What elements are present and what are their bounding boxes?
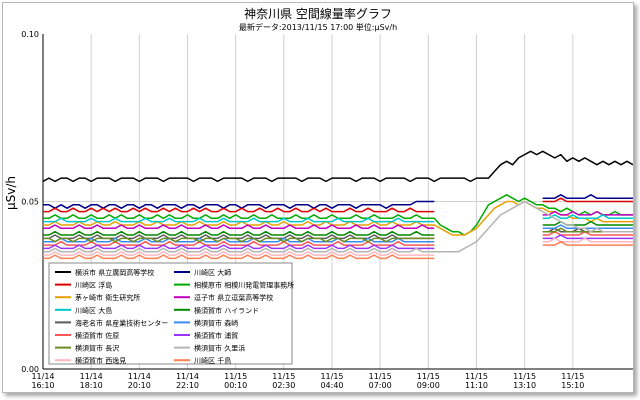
- series-line-7: [43, 220, 633, 236]
- legend-label: 横須賀市 西逸見: [75, 356, 126, 365]
- y-tick-label: 0.05: [21, 198, 39, 207]
- y-tick-label: 0.00: [21, 365, 39, 374]
- legend-label: 横須賀市 佐原: [75, 331, 119, 340]
- x-tick-label: 22:10: [176, 381, 199, 390]
- legend-label: 横須賀市 ハイランド: [194, 306, 259, 315]
- x-tick-label: 00:10: [224, 381, 247, 390]
- legend-label: 横須賀市 久里浜: [194, 344, 245, 353]
- legend-label: 横須賀市 浦賀: [194, 331, 238, 340]
- legend-label: 横浜市 県立廣岡高等学校: [75, 268, 154, 277]
- x-tick-label: 15:10: [561, 381, 584, 390]
- x-tick-label: 11/14: [80, 372, 103, 381]
- x-tick-label: 11/15: [417, 372, 440, 381]
- legend-label: 川崎区 大師: [194, 268, 231, 277]
- x-tick-label: 11/15: [320, 372, 343, 381]
- x-tick-label: 07:00: [369, 381, 392, 390]
- legend-label: 横須賀市 森崎: [194, 318, 238, 327]
- series-line-15: [43, 240, 633, 260]
- legend-box: [48, 262, 293, 365]
- x-tick-label: 13:10: [513, 381, 536, 390]
- legend-label: 川崎区 千鳥: [194, 356, 231, 365]
- x-tick-label: 11/15: [272, 372, 295, 381]
- line-chart: 神奈川県 空間線量率グラフ 最新データ:2013/11/15 17:00 単位:…: [4, 6, 633, 390]
- x-tick-label: 11/14: [31, 372, 54, 381]
- legend-label: 川崎区 大島: [75, 306, 112, 315]
- x-tick-label: 02:30: [272, 381, 295, 390]
- series-line-2: [43, 197, 633, 213]
- x-tick-label: 16:10: [31, 381, 54, 390]
- x-tick-label: 20:10: [128, 381, 151, 390]
- x-tick-label: 11/15: [369, 372, 392, 381]
- series-line-1: [43, 194, 633, 209]
- x-tick-label: 11/15: [561, 372, 584, 381]
- legend-label: 逗子市 県立逗葉高等学校: [194, 293, 273, 302]
- series-line-9: [43, 224, 633, 243]
- series-line-6: [43, 214, 633, 223]
- series-line-13: [43, 200, 633, 253]
- legend-label: 川崎区 浮島: [75, 281, 112, 290]
- legend-label: 海老名市 県産業技術センター: [75, 318, 168, 327]
- series-line-0: [42, 150, 633, 183]
- x-tick-label: 11/14: [176, 372, 199, 381]
- y-tick-label: 0.10: [21, 30, 39, 39]
- legend-label: 横須賀市 長沢: [75, 344, 119, 353]
- series-line-10: [43, 230, 633, 246]
- x-tick-label: 04:40: [320, 381, 343, 390]
- y-axis-label: μSv/h: [4, 176, 18, 210]
- series-line-11: [43, 234, 633, 250]
- series-line-14: [43, 237, 633, 256]
- x-tick-label: 18:10: [80, 381, 103, 390]
- chart-frame: 神奈川県 空間線量率グラフ 最新データ:2013/11/15 17:00 単位:…: [2, 2, 634, 393]
- x-tick-label: 11/15: [224, 372, 247, 381]
- x-tick-label: 11:10: [465, 381, 488, 390]
- chart-subtitle: 最新データ:2013/11/15 17:00 単位:μSv/h: [239, 22, 397, 32]
- x-tick-label: 11/14: [128, 372, 151, 381]
- legend-label: 茅ヶ崎市 衛生研究所: [75, 293, 140, 302]
- series-line-5: [43, 210, 633, 230]
- chart-title: 神奈川県 空間線量率グラフ: [244, 6, 392, 21]
- x-tick-label: 11/15: [465, 372, 488, 381]
- legend-label: 相模原市 相模川発電管理事務所: [194, 281, 294, 290]
- x-tick-label: 11/15: [513, 372, 536, 381]
- x-tick-label: 09:00: [417, 381, 440, 390]
